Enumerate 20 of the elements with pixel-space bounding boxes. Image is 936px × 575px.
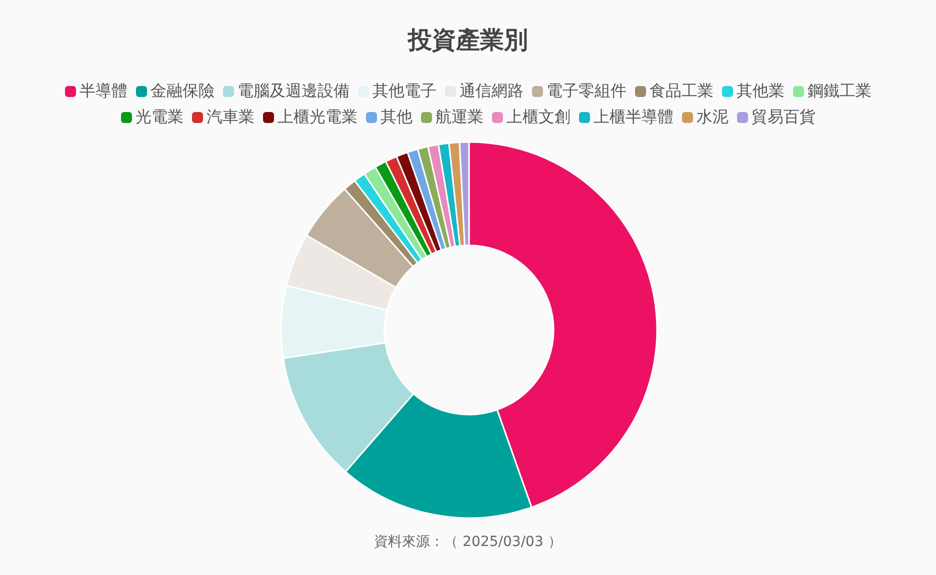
legend-label: 汽車業 [206, 106, 254, 128]
legend-label: 航運業 [434, 106, 484, 128]
legend-label: 上櫃文創 [506, 106, 570, 128]
legend-label: 水泥 [696, 106, 728, 128]
legend-label: 其他業 [736, 80, 784, 102]
legend-label: 其他 [380, 106, 412, 128]
legend-label: 電子零組件 [546, 80, 626, 102]
legend-label: 通信網路 [458, 80, 524, 102]
legend-label: 上櫃半導體 [592, 106, 674, 128]
legend-label: 其他電子 [372, 80, 436, 102]
source-note: 資料來源：（ 2025/03/03 ） [373, 533, 563, 551]
legend-label: 貿易百貨 [750, 106, 816, 128]
legend-label: 金融保險 [150, 80, 214, 102]
legend-label: 上櫃光電業 [276, 106, 358, 128]
chart-title: 投資產業別 [406, 25, 529, 56]
legend-label: 半導體 [78, 80, 128, 102]
legend-label: 鋼鐵工業 [806, 80, 872, 102]
legend-label: 食品工業 [648, 80, 714, 102]
legend-label: 電腦及週邊設備 [236, 80, 350, 102]
legend-label: 光電業 [134, 106, 184, 128]
